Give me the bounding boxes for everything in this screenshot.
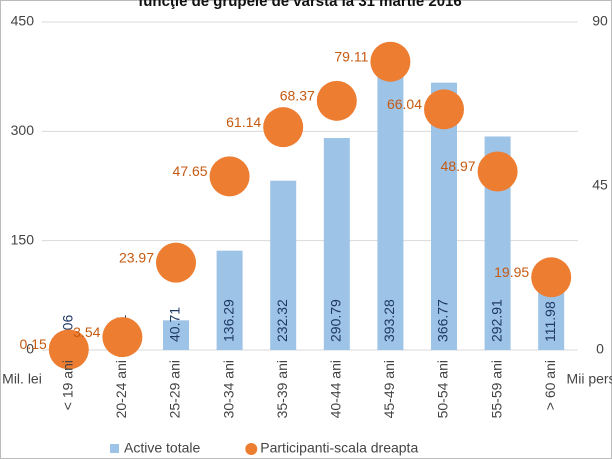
legend-label: Active totale bbox=[124, 440, 200, 456]
dot-value-label: 61.14 bbox=[226, 114, 261, 130]
dot bbox=[531, 257, 572, 298]
x-tick-label: 30-34 ani bbox=[220, 360, 236, 418]
y-tick-label: 300 bbox=[11, 122, 35, 138]
dot-value-label: 3.54 bbox=[73, 324, 100, 340]
x-tick-label: < 19 ani bbox=[60, 360, 76, 410]
dot bbox=[263, 107, 304, 148]
dot bbox=[102, 317, 143, 358]
y2-tick-label: 90 bbox=[592, 13, 608, 29]
x-tick-label: 20-24 ani bbox=[113, 360, 129, 418]
bar bbox=[323, 138, 350, 350]
dot bbox=[370, 41, 411, 82]
dot-value-label: 48.97 bbox=[441, 158, 476, 174]
bar-value-label: 292.91 bbox=[488, 299, 504, 342]
y-tick-label: 150 bbox=[11, 231, 35, 247]
dot bbox=[48, 329, 89, 370]
dot bbox=[477, 151, 518, 192]
bar-value-label: 232.32 bbox=[274, 299, 290, 342]
dot-value-label: 79.11 bbox=[334, 48, 368, 64]
bar bbox=[163, 320, 189, 350]
bar-value-label: 393.28 bbox=[381, 299, 397, 342]
y2-tick-label: 0 bbox=[596, 341, 604, 357]
y-axis-label: Mil. lei bbox=[2, 371, 42, 387]
y-tick-label: 450 bbox=[11, 13, 35, 29]
x-tick-label: 25-29 ani bbox=[167, 360, 183, 418]
bar-value-label: 111.98 bbox=[542, 301, 558, 342]
dot-value-label: 68.37 bbox=[280, 88, 315, 104]
legend-label: Participanti-scala dreapta bbox=[260, 440, 418, 456]
dot bbox=[156, 242, 196, 283]
dot-value-label: 19.95 bbox=[494, 264, 529, 280]
y2-axis-label: Mii pers. bbox=[567, 371, 612, 387]
dot-value-label: 0.15 bbox=[20, 336, 47, 352]
dot bbox=[424, 89, 464, 130]
y-tick-label: 0 bbox=[26, 341, 34, 357]
x-tick-label: 50-54 ani bbox=[435, 360, 451, 418]
dot-value-label: 66.04 bbox=[387, 96, 422, 112]
chart-title: funcţie de grupele de vârsta la 31 marti… bbox=[138, 0, 461, 10]
x-tick-label: 55-59 ani bbox=[488, 360, 504, 418]
bar-value-label: 366.77 bbox=[435, 299, 451, 342]
y2-tick-label: 45 bbox=[592, 177, 608, 193]
bar-value-label: 40.71 bbox=[167, 307, 183, 342]
bar bbox=[270, 180, 297, 350]
x-tick-label: 45-49 ani bbox=[381, 360, 397, 418]
x-tick-label: 40-44 ani bbox=[328, 360, 344, 418]
legend-swatch bbox=[245, 443, 258, 455]
bar-value-label: 136.29 bbox=[220, 299, 236, 342]
bar-value-label: 290.79 bbox=[328, 299, 344, 342]
legend-swatch bbox=[110, 444, 119, 453]
dot-value-label: 47.65 bbox=[173, 163, 208, 179]
x-tick-label: 35-39 ani bbox=[274, 360, 290, 418]
x-tick-label: > 60 ani bbox=[542, 360, 558, 410]
bar bbox=[377, 63, 404, 350]
bar bbox=[216, 250, 243, 350]
dot-value-label: 23.97 bbox=[119, 249, 154, 265]
dot bbox=[209, 156, 250, 197]
dot bbox=[316, 80, 357, 121]
